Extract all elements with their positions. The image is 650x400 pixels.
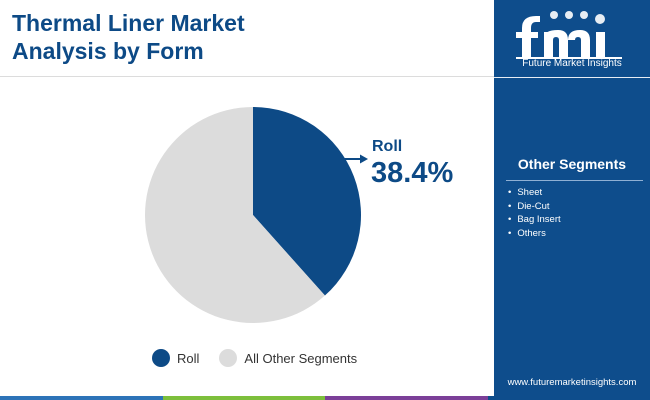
callout-arrow: [341, 154, 368, 164]
legend-label-roll: Roll: [177, 350, 200, 366]
callout-value: 38.4%: [371, 157, 454, 189]
segment-item-others: Others: [508, 227, 561, 241]
bottom-bar-segment-3: [325, 396, 488, 400]
chart-title-line-1: Thermal Liner Market: [12, 10, 245, 36]
legend-swatch-other-segments: [219, 349, 238, 367]
other-segments-title: Other Segments: [517, 156, 627, 172]
segment-item-bag-insert: Bag Insert: [508, 213, 560, 227]
legend: Roll All Other Segments: [152, 349, 377, 367]
brand-tagline: Future Market Insights: [522, 58, 622, 69]
bottom-color-bar: [0, 396, 650, 400]
legend-item-other-segments: All Other Segments: [219, 349, 357, 367]
callout-label: Roll: [372, 138, 403, 155]
chart-title-line-2: Analysis by Form: [12, 38, 204, 64]
segment-item-sheet: Sheet: [508, 186, 561, 200]
website-url: www.futuremarketinsights.com: [507, 377, 637, 388]
legend-swatch-roll: [152, 349, 170, 367]
fmi-logo: [516, 11, 622, 59]
pie-slice-all-other-segments: [145, 107, 325, 323]
bottom-bar-segment-4: [487, 396, 650, 400]
pie-chart: [145, 107, 368, 323]
sidebar-divider: [494, 77, 650, 78]
segment-item-die-cut: Die-Cut: [508, 200, 561, 214]
sidebar: Future Market Insights Other Segments Sh…: [494, 0, 650, 400]
legend-label-other-segments: All Other Segments: [244, 350, 358, 366]
pie-slice-roll: [253, 107, 362, 296]
bottom-bar-segment-1: [0, 396, 163, 400]
title-divider: [0, 76, 494, 77]
legend-item-roll: Roll: [152, 349, 199, 367]
bottom-bar-segment-2: [162, 396, 325, 400]
chart-title: Thermal Liner Market Analysis by Form: [12, 9, 432, 65]
other-segments-divider: [506, 180, 643, 181]
other-segments-list: Sheet Die-Cut Bag Insert Others: [508, 186, 561, 241]
